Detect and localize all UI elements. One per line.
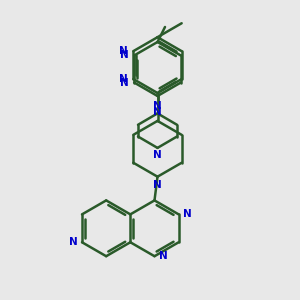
Text: N: N: [153, 101, 162, 111]
Text: N: N: [153, 180, 162, 190]
Text: N: N: [153, 150, 162, 160]
Text: N: N: [119, 74, 128, 84]
Text: N: N: [183, 209, 192, 219]
Text: N: N: [120, 50, 129, 61]
Text: N: N: [159, 251, 168, 261]
Text: N: N: [119, 46, 128, 56]
Text: N: N: [69, 237, 77, 247]
Text: N: N: [120, 77, 129, 88]
Text: N: N: [153, 107, 162, 117]
